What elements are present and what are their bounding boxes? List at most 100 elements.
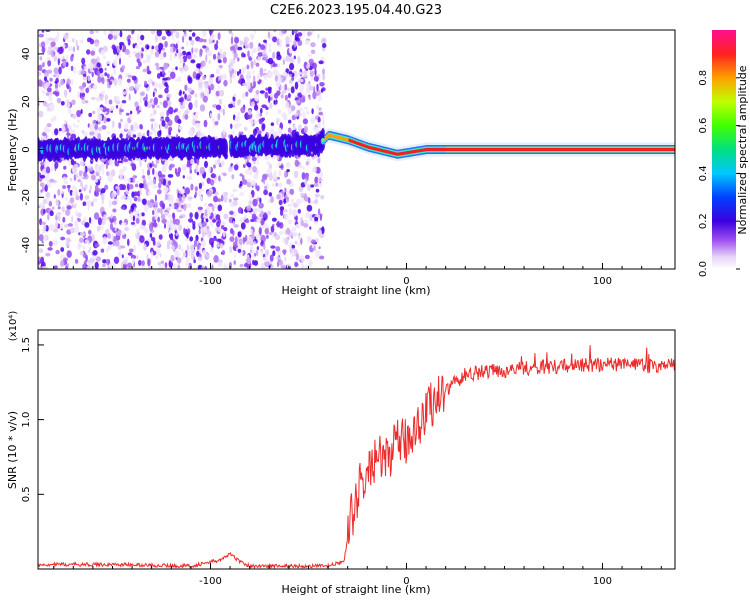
noise-blob bbox=[115, 105, 119, 109]
noise-blob bbox=[208, 210, 211, 217]
noise-blob bbox=[229, 210, 234, 215]
noise-blob bbox=[258, 79, 262, 83]
noise-blob bbox=[109, 217, 114, 224]
ridge-core bbox=[546, 147, 549, 152]
ridge-core bbox=[569, 147, 571, 152]
noise-blob bbox=[114, 30, 120, 35]
noise-blob bbox=[250, 50, 253, 58]
noise-blob bbox=[300, 83, 304, 92]
noise-blob bbox=[294, 159, 299, 167]
noise-blob bbox=[158, 252, 162, 256]
noise-blob bbox=[245, 158, 248, 163]
noise-blob bbox=[42, 62, 45, 68]
noise-blob bbox=[249, 41, 254, 49]
noise-blob bbox=[121, 222, 127, 226]
noise-blob bbox=[261, 240, 264, 245]
noise-blob bbox=[114, 239, 120, 247]
noise-blob bbox=[75, 192, 78, 198]
ridge-core bbox=[513, 147, 516, 152]
noise-blob bbox=[291, 227, 297, 232]
ridge-core bbox=[620, 147, 622, 152]
ridge-core bbox=[390, 151, 393, 155]
noise-blob bbox=[240, 106, 246, 114]
noise-blob bbox=[173, 55, 176, 59]
noise-blob bbox=[184, 110, 190, 115]
spectrogram-y-axis: -40 -20 0 20 40 bbox=[21, 48, 44, 253]
ridge-core bbox=[357, 141, 360, 146]
noise-blob bbox=[178, 98, 184, 103]
noise-blob bbox=[153, 201, 158, 207]
noise-blob bbox=[48, 224, 54, 231]
noise-blob bbox=[75, 39, 78, 47]
noise-blob bbox=[112, 58, 118, 66]
noise-blob bbox=[300, 182, 306, 188]
noise-blob bbox=[157, 189, 162, 195]
ridge-core bbox=[492, 147, 495, 152]
noise-blob bbox=[298, 164, 303, 169]
noise-blob bbox=[184, 114, 189, 120]
spectrogram-x-axis: -100 0 100 bbox=[53, 263, 662, 287]
noise-blob bbox=[157, 208, 161, 213]
noise-blob bbox=[117, 251, 122, 257]
noise-blob bbox=[38, 110, 44, 118]
noise-blob bbox=[253, 183, 256, 188]
noise-blob bbox=[177, 264, 181, 269]
noise-blob bbox=[290, 86, 295, 94]
noise-blob bbox=[127, 129, 131, 136]
noise-blob bbox=[259, 197, 262, 204]
noise-blob bbox=[119, 109, 124, 113]
noise-blob bbox=[136, 255, 139, 260]
noise-blob bbox=[45, 92, 50, 96]
noise-blob bbox=[123, 156, 127, 160]
noise-blob bbox=[170, 245, 176, 250]
noise-blob bbox=[127, 252, 133, 256]
noise-blob bbox=[211, 264, 214, 269]
noise-blob bbox=[252, 198, 258, 207]
ridge-core bbox=[434, 147, 436, 152]
noise-blob bbox=[218, 64, 223, 69]
noise-blob bbox=[222, 73, 228, 80]
noise-blob bbox=[164, 87, 169, 94]
noise-blob bbox=[251, 101, 256, 107]
noise-blob bbox=[81, 92, 86, 98]
noise-blob bbox=[192, 71, 197, 79]
noise-blob bbox=[182, 91, 185, 95]
noise-blob bbox=[82, 201, 87, 206]
noise-blob bbox=[62, 185, 66, 190]
noise-blob bbox=[121, 254, 124, 259]
noise-blob bbox=[208, 87, 211, 95]
ridge-core bbox=[504, 147, 507, 152]
noise-blob bbox=[276, 154, 280, 161]
noise-blob bbox=[223, 79, 228, 87]
noise-blob bbox=[223, 227, 228, 232]
noise-blob bbox=[139, 95, 143, 103]
ridge-core bbox=[435, 147, 438, 152]
noise-blob bbox=[210, 34, 216, 40]
noise-blob bbox=[120, 195, 126, 201]
noise-blob bbox=[58, 82, 62, 88]
noise-blob bbox=[87, 249, 91, 253]
noise-blob bbox=[40, 41, 46, 49]
noise-blob bbox=[312, 91, 317, 100]
noise-blob bbox=[247, 109, 252, 116]
noise-blob bbox=[259, 90, 265, 94]
noise-blob bbox=[217, 32, 221, 40]
noise-blob bbox=[322, 116, 325, 125]
noise-blob bbox=[219, 74, 223, 81]
noise-blob bbox=[51, 131, 55, 136]
noise-blob bbox=[265, 106, 269, 111]
noise-blob bbox=[84, 222, 90, 228]
noise-blob bbox=[300, 192, 305, 197]
noise-blob bbox=[43, 125, 49, 134]
ridge-core bbox=[582, 147, 585, 152]
noise-blob bbox=[253, 80, 257, 88]
noise-blob bbox=[213, 202, 217, 209]
noise-blob bbox=[258, 213, 262, 218]
noise-blob bbox=[278, 182, 282, 188]
noise-blob bbox=[313, 182, 319, 187]
noise-blob bbox=[218, 217, 221, 226]
noise-blob bbox=[71, 185, 76, 190]
noise-blob bbox=[230, 123, 233, 130]
noise-blob bbox=[289, 188, 295, 195]
noise-blob bbox=[321, 87, 326, 92]
